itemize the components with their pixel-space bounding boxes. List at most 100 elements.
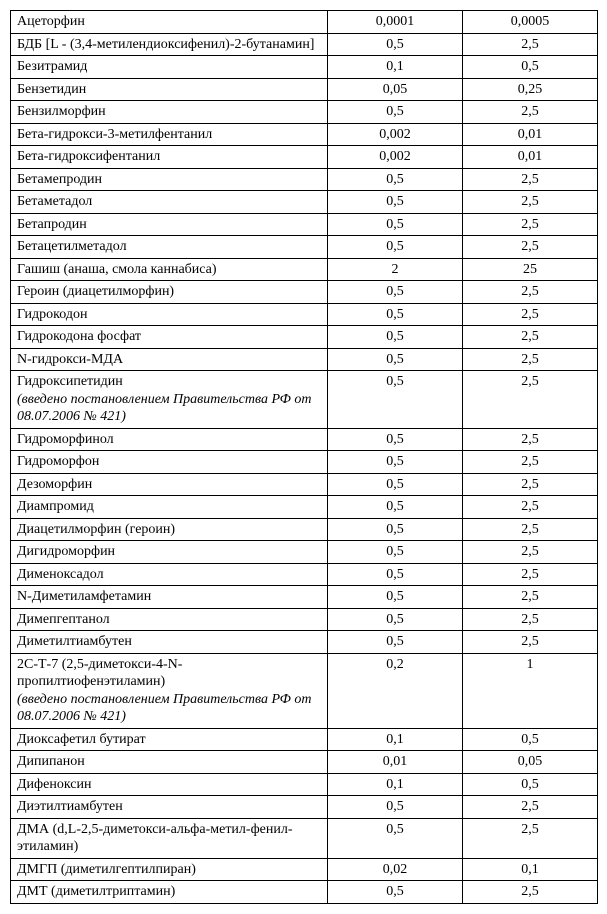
- substance-name: 2С-Т-7 (2,5-диметокси-4-N- пропилтиофенэ…: [17, 657, 182, 690]
- substance-name-cell: Бетацетилметадол: [11, 236, 328, 259]
- value-1-cell: 0,5: [328, 33, 463, 56]
- value-1-cell: 0,5: [328, 818, 463, 858]
- substance-name: БДБ [L - (3,4-метилендиоксифенил)-2-бута…: [17, 37, 314, 52]
- value-1-cell: 0,5: [328, 191, 463, 214]
- value-2-cell: 2,5: [463, 563, 598, 586]
- substance-name-cell: Гашиш (анаша, смола каннабиса): [11, 258, 328, 281]
- value-1-cell: 0,5: [328, 586, 463, 609]
- substance-name-cell: Димепгептанол: [11, 608, 328, 631]
- substance-name-cell: Гидроксипетидин(введено постановлением П…: [11, 371, 328, 429]
- substance-name-cell: Диоксафетил бутират: [11, 728, 328, 751]
- substance-name-cell: Бетаметадол: [11, 191, 328, 214]
- substance-name-cell: Диацетилморфин (героин): [11, 518, 328, 541]
- table-row: Героин (диацетилморфин)0,52,5: [11, 281, 598, 304]
- value-1-cell: 0,0001: [328, 11, 463, 34]
- table-row: Бензилморфин 0,52,5: [11, 101, 598, 124]
- substance-name-cell: 2С-Т-7 (2,5-диметокси-4-N- пропилтиофенэ…: [11, 653, 328, 728]
- value-1-cell: 0,5: [328, 303, 463, 326]
- value-2-cell: 2,5: [463, 281, 598, 304]
- substance-name: Димепгептанол: [17, 612, 110, 627]
- table-row: Диампромид0,52,5: [11, 496, 598, 519]
- value-1-cell: 0,002: [328, 146, 463, 169]
- value-1-cell: 0,5: [328, 326, 463, 349]
- value-2-cell: 2,5: [463, 541, 598, 564]
- substance-name: Гидроксипетидин: [17, 374, 123, 389]
- substance-name: Бетамепродин: [17, 172, 102, 187]
- value-1-cell: 0,1: [328, 728, 463, 751]
- value-2-cell: 1: [463, 653, 598, 728]
- table-row: Бетамепродин 0,52,5: [11, 168, 598, 191]
- substance-name-cell: Диампромид: [11, 496, 328, 519]
- value-2-cell: 2,5: [463, 168, 598, 191]
- substance-name-cell: Гидроморфинол: [11, 428, 328, 451]
- value-2-cell: 0,05: [463, 751, 598, 774]
- substance-name-cell: Бета-гидрокси-3-метилфентанил: [11, 123, 328, 146]
- substance-name: Диацетилморфин (героин): [17, 522, 175, 537]
- table-row: Безитрамид0,10,5: [11, 56, 598, 79]
- table-row: Дифеноксин0,10,5: [11, 773, 598, 796]
- substance-name-cell: Бензилморфин: [11, 101, 328, 124]
- table-row: ДМГП (диметилгептилпиран)0,020,1: [11, 858, 598, 881]
- substance-name: N-Диметиламфетамин: [17, 589, 151, 604]
- table-row: Диэтилтиамбутен0,52,5: [11, 796, 598, 819]
- table-row: N-гидрокси-МДА0,52,5: [11, 348, 598, 371]
- substance-name-cell: Бета-гидроксифентанил: [11, 146, 328, 169]
- table-row: Гидроморфинол 0,52,5: [11, 428, 598, 451]
- value-2-cell: 2,5: [463, 101, 598, 124]
- substance-name-cell: Дименоксадол: [11, 563, 328, 586]
- table-row: Бета-гидрокси-3-метилфентанил0,0020,01: [11, 123, 598, 146]
- value-1-cell: 0,5: [328, 518, 463, 541]
- substance-name: Бетаметадол: [17, 194, 92, 209]
- value-2-cell: 0,0005: [463, 11, 598, 34]
- table-row: Бензетидин0,050,25: [11, 78, 598, 101]
- substance-name: Дезоморфин: [17, 477, 92, 492]
- value-1-cell: 0,5: [328, 101, 463, 124]
- substance-name: ДМА (d,L-2,5-диметокси-альфа-метил-фенил…: [17, 822, 293, 855]
- value-1-cell: 0,5: [328, 563, 463, 586]
- value-1-cell: 0,002: [328, 123, 463, 146]
- value-2-cell: 2,5: [463, 371, 598, 429]
- substance-name-cell: N-гидрокси-МДА: [11, 348, 328, 371]
- value-1-cell: 0,5: [328, 451, 463, 474]
- value-1-cell: 0,5: [328, 428, 463, 451]
- substance-name: ДМТ (диметилтриптамин): [17, 884, 175, 899]
- value-1-cell: 0,5: [328, 541, 463, 564]
- value-1-cell: 0,5: [328, 796, 463, 819]
- table-row: 2С-Т-7 (2,5-диметокси-4-N- пропилтиофенэ…: [11, 653, 598, 728]
- substance-name-cell: Бетапродин: [11, 213, 328, 236]
- value-2-cell: 2,5: [463, 428, 598, 451]
- substance-name: Дигидроморфин: [17, 544, 115, 559]
- substance-name-cell: Гидрокодона фосфат: [11, 326, 328, 349]
- value-1-cell: 0,5: [328, 281, 463, 304]
- substance-name-cell: Дипипанон: [11, 751, 328, 774]
- substance-name-cell: Гидрокодон: [11, 303, 328, 326]
- substance-name-cell: Диметилтиамбутен: [11, 631, 328, 654]
- substance-name: Бензилморфин: [17, 104, 106, 119]
- value-1-cell: 0,5: [328, 348, 463, 371]
- substance-name: Гидроморфон: [17, 454, 99, 469]
- substance-name: Диэтилтиамбутен: [17, 799, 123, 814]
- substances-table: Ацеторфин0,00010,0005 БДБ [L - (3,4-метил…: [10, 10, 598, 904]
- value-2-cell: 2,5: [463, 518, 598, 541]
- substance-name: Безитрамид: [17, 59, 87, 74]
- substance-name: Гашиш (анаша, смола каннабиса): [17, 262, 217, 277]
- value-2-cell: 0,01: [463, 146, 598, 169]
- substance-name-cell: Дифеноксин: [11, 773, 328, 796]
- value-1-cell: 0,5: [328, 168, 463, 191]
- value-1-cell: 0,5: [328, 631, 463, 654]
- substance-name-cell: БДБ [L - (3,4-метилендиоксифенил)-2-бута…: [11, 33, 328, 56]
- value-1-cell: 0,5: [328, 213, 463, 236]
- table-row: Ацеторфин0,00010,0005: [11, 11, 598, 34]
- substance-name: Гидрокодона фосфат: [17, 329, 141, 344]
- value-1-cell: 0,02: [328, 858, 463, 881]
- substance-name-cell: Дигидроморфин: [11, 541, 328, 564]
- substance-name: Гидроморфинол: [17, 432, 114, 447]
- value-2-cell: 2,5: [463, 608, 598, 631]
- value-1-cell: 0,5: [328, 608, 463, 631]
- substance-name: Бета-гидрокси-3-метилфентанил: [17, 127, 212, 142]
- table-row: Дигидроморфин 0,52,5: [11, 541, 598, 564]
- table-row: Гидрокодон0,52,5: [11, 303, 598, 326]
- value-2-cell: 2,5: [463, 303, 598, 326]
- table-row: Диметилтиамбутен0,52,5: [11, 631, 598, 654]
- value-2-cell: 2,5: [463, 348, 598, 371]
